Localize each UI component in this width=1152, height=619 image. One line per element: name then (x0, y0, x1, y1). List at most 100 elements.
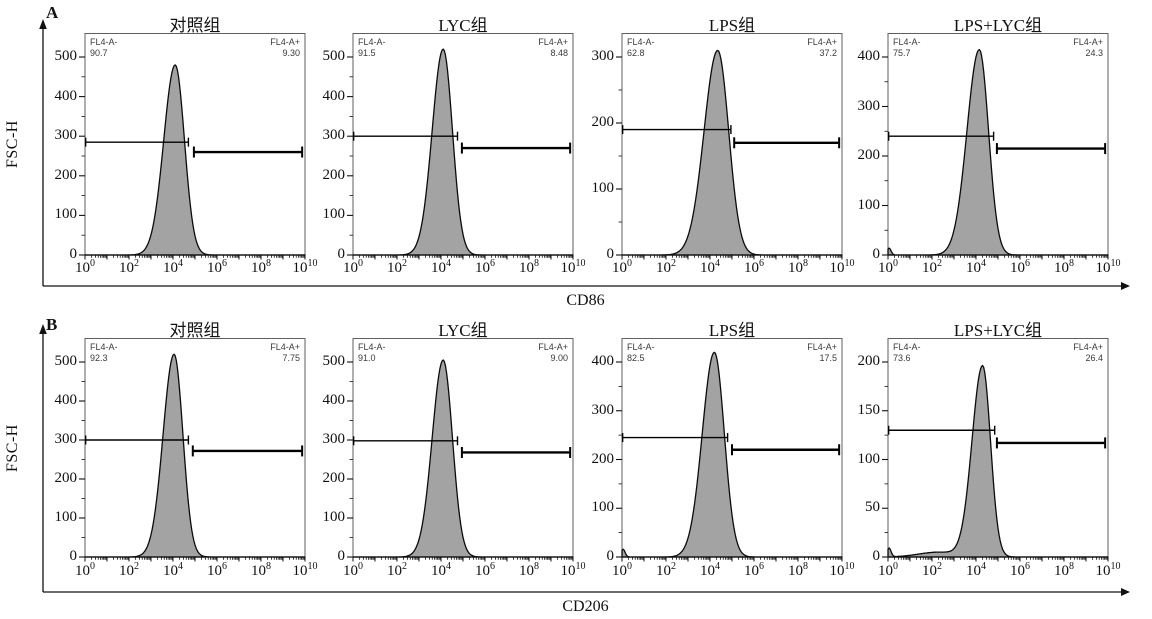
x-tick-label: 102 (922, 561, 942, 579)
row-letter-b: B (46, 315, 58, 334)
x-tick-label: 104 (431, 258, 451, 276)
x-tick-label: 106 (207, 561, 227, 579)
x-tick-label: 108 (788, 561, 808, 579)
x-tick-label: 100 (612, 258, 632, 276)
y-tick-label: 400 (591, 353, 615, 369)
histogram-plot (347, 338, 574, 562)
neg-gate-value: 82.5 (627, 353, 645, 363)
y-tick-label: 0 (69, 246, 78, 262)
pos-gate-value: 8.48 (550, 48, 568, 58)
y-axis-arrowhead (39, 19, 47, 29)
x-tick-label: 108 (519, 258, 539, 276)
x-tick-label: 106 (475, 561, 495, 579)
pos-gate-label: FL4-A+ (270, 37, 300, 47)
axis-ticks (882, 361, 1109, 562)
neg-gate-label: FL4-A- (90, 342, 118, 352)
panel-title: LPS组 (708, 321, 756, 340)
y-tick-label: 150 (857, 401, 881, 418)
neg-gate-label: FL4-A- (358, 37, 386, 47)
neg-gate-value: 92.3 (90, 353, 108, 363)
x-tick-label: 102 (387, 561, 407, 579)
y-tick-label: 200 (591, 114, 615, 130)
y-tick-label: 300 (857, 97, 881, 114)
y-tick-label: 400 (322, 87, 346, 104)
x-tick-label: 102 (119, 258, 139, 276)
x-tick-label: 1010 (292, 561, 318, 579)
negative-gate (84, 137, 190, 147)
x-tick-label: 108 (519, 561, 539, 579)
negative-gate (887, 425, 996, 435)
x-tick-label: 106 (475, 258, 495, 276)
histogram-plot (616, 338, 843, 562)
y-tick-label: 0 (337, 548, 346, 564)
panels-container: 对照组 0 100 200 300 400 500 FL4-A- 90.7 FL4-A+ 9.30 1… (54, 16, 1121, 276)
x-tick-label: 102 (387, 258, 407, 276)
histogram-plot (79, 338, 306, 562)
negative-gate (887, 131, 995, 141)
pos-gate-label: FL4-A+ (270, 342, 300, 352)
y-tick-label: 400 (54, 392, 78, 408)
x-tick-label: 104 (431, 561, 451, 579)
x-tick-label: 104 (700, 561, 720, 579)
neg-gate-label: FL4-A- (893, 342, 921, 352)
x-tick-label: 108 (788, 258, 808, 276)
y-tick-label: 100 (322, 509, 346, 525)
y-tick-label: 100 (857, 196, 881, 213)
axis-ticks (347, 56, 574, 260)
x-tick-label: 104 (700, 258, 720, 276)
y-tick-label: 500 (322, 353, 346, 369)
x-tick-label: 1010 (1095, 258, 1121, 276)
axis-arrows (39, 324, 1130, 596)
x-tick-label: 102 (656, 561, 676, 579)
positive-gate (191, 445, 304, 457)
pos-gate-value: 37.2 (819, 48, 837, 58)
neg-gate-label: FL4-A- (358, 342, 386, 352)
x-axis-label: CD206 (562, 598, 609, 615)
y-tick-label: 100 (322, 206, 346, 223)
histogram-curve (621, 49, 843, 256)
y-tick-label: 100 (857, 450, 881, 467)
axis-ticks (616, 361, 843, 562)
histogram-plot (347, 33, 574, 260)
y-tick-label: 500 (322, 48, 346, 64)
x-tick-label: 108 (251, 561, 271, 579)
neg-gate-value: 62.8 (627, 48, 645, 58)
positive-gate (192, 146, 304, 158)
x-tick-label: 106 (744, 258, 764, 276)
y-axis-arrowhead (39, 324, 47, 334)
y-tick-label: 200 (54, 470, 78, 486)
panel-title: LPS组 (708, 16, 756, 35)
y-tick-label: 0 (872, 246, 881, 262)
row-letter-a: A (46, 3, 59, 22)
x-tick-label: 1010 (560, 258, 586, 276)
neg-gate-value: 91.5 (358, 48, 376, 58)
y-tick-label: 100 (54, 206, 78, 223)
plot-frame (84, 33, 306, 256)
panels-container: 对照组 0 100 200 300 400 500 FL4-A- 92.3 FL4-A+ 7.75 1… (0, 310, 1152, 619)
panel-title: LPS+LYC组 (953, 321, 1043, 340)
x-tick-label: 108 (1054, 561, 1074, 579)
positive-gate (460, 142, 572, 154)
pos-gate-value: 26.4 (1085, 353, 1103, 363)
positive-gate (460, 446, 572, 458)
histogram-plot (882, 338, 1109, 562)
pos-gate-label: FL4-A+ (1073, 342, 1103, 352)
y-tick-label: 200 (857, 147, 881, 163)
panel-title: LYC组 (438, 321, 488, 340)
plot-frame (352, 33, 574, 256)
y-tick-label: 400 (322, 392, 346, 408)
row-B: B FSC-H 对照组 0 100 200 300 400 500 FL4-A- 92.3 FL4… (0, 310, 1152, 619)
pos-gate-value: 9.30 (282, 48, 300, 58)
y-tick-label: 200 (54, 166, 78, 183)
pos-gate-value: 9.00 (550, 353, 568, 363)
y-tick-label: 300 (591, 48, 615, 64)
histogram-curve (84, 353, 306, 558)
row-A: A FSC-H 对照组 0 100 200 300 400 500 FL4-A- 90.7 FL4… (4, 3, 1130, 309)
positive-gate (733, 137, 841, 149)
axis-ticks (882, 56, 1109, 260)
pos-gate-label: FL4-A+ (807, 342, 837, 352)
pos-gate-label: FL4-A+ (538, 37, 568, 47)
neg-gate-label: FL4-A- (627, 37, 655, 47)
positive-gate (731, 444, 841, 456)
y-tick-label: 200 (591, 450, 615, 467)
